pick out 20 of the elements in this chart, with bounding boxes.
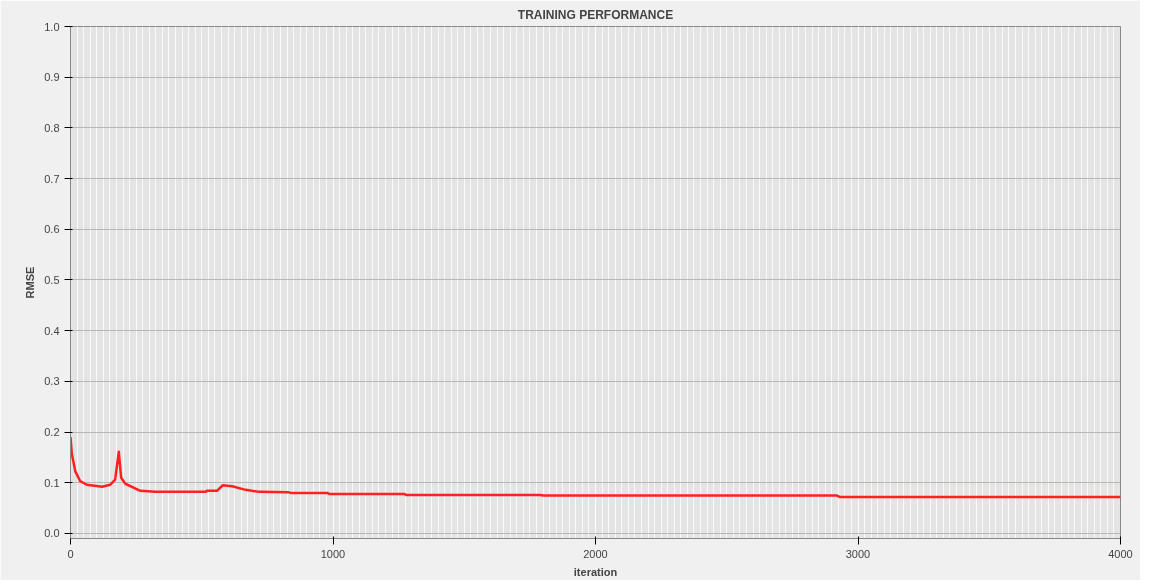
y-tick-label: 0.1 (44, 476, 60, 489)
x-tick-label: 0 (67, 547, 74, 560)
x-axis-title: iteration (573, 565, 618, 578)
x-tick-label: 2000 (583, 547, 608, 560)
y-tick-label: 0.7 (44, 172, 60, 185)
x-tick-label: 4000 (1108, 547, 1133, 560)
y-tick-label: 0.8 (44, 121, 60, 134)
x-tick-label: 1000 (320, 547, 346, 560)
y-tick-label: 0.6 (44, 223, 60, 236)
y-tick-label: 0.4 (44, 324, 60, 337)
y-tick-label: 0.2 (44, 426, 60, 439)
y-axis-title: RMSE (24, 266, 37, 299)
y-tick-label: 0.3 (44, 375, 60, 388)
line-series (70, 435, 1121, 499)
x-tick-label: 3000 (845, 547, 871, 560)
y-tick-label: 1.0 (44, 20, 60, 33)
chart-title: TRAINING PERFORMANCE (517, 7, 674, 22)
y-tick-label: 0.5 (44, 273, 60, 286)
y-tick-label: 0.0 (44, 527, 60, 540)
y-tick-label: 0.9 (44, 71, 60, 84)
